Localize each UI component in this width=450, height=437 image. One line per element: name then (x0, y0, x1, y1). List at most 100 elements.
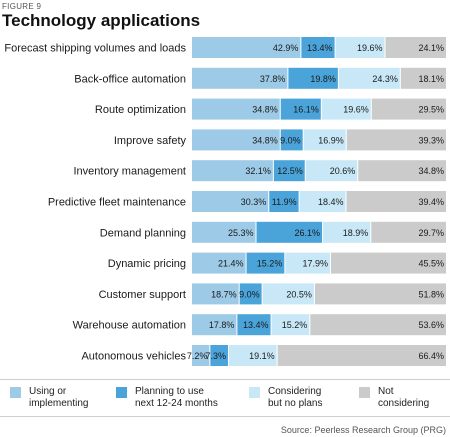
category-label: Dynamic pricing (108, 258, 186, 270)
legend-swatch-using (10, 387, 21, 398)
bar-segment (285, 252, 330, 274)
bar-segment (277, 345, 446, 366)
category-label: Warehouse automation (73, 320, 186, 332)
bar-segment (269, 191, 299, 212)
data-label: 45.5% (418, 259, 444, 269)
category-label: Predictive fleet maintenance (48, 197, 186, 209)
data-label: 7.2% (187, 351, 208, 361)
data-label: 13.4% (307, 43, 333, 53)
bar-segment (314, 283, 446, 305)
bar-segment (330, 252, 446, 274)
data-label: 39.3% (418, 135, 444, 145)
data-label: 19.6% (343, 105, 369, 115)
category-label: Autonomous vehicles (81, 351, 186, 363)
data-label: 24.3% (372, 74, 398, 84)
bar-segment (400, 67, 446, 89)
bar-segment (192, 252, 246, 274)
data-label: 21.4% (218, 259, 244, 269)
data-label: 51.8% (418, 289, 444, 299)
figure-label: FIGURE 9 (2, 2, 42, 11)
category-label: Route optimization (95, 104, 186, 116)
bar-segment (321, 98, 371, 120)
data-label: 53.6% (418, 320, 444, 330)
data-label: 30.3% (241, 197, 267, 207)
data-label: 9.0% (280, 135, 301, 145)
category-label: Back-office automation (74, 73, 186, 85)
data-label: 16.1% (293, 105, 319, 115)
category-label: Demand planning (100, 227, 186, 239)
bar-segment (335, 37, 385, 58)
bar-segment (192, 129, 280, 151)
bar-segment (192, 283, 239, 305)
data-label: 29.7% (418, 228, 444, 238)
bar-segment (192, 221, 256, 243)
bar-segment (305, 160, 358, 182)
bar-segment (338, 67, 400, 89)
bar-segment (301, 37, 335, 58)
data-label: 26.1% (295, 228, 321, 238)
data-label: 37.8% (260, 74, 286, 84)
bar-segment (239, 283, 262, 305)
data-label: 25.3% (228, 228, 254, 238)
category-label: Forecast shipping volumes and loads (4, 43, 186, 55)
bar-segment (273, 160, 305, 182)
legend-swatch-considering (249, 387, 260, 398)
bar-segment (288, 67, 338, 89)
data-label: 15.2% (282, 320, 308, 330)
legend-item-not-considering: Not considering (359, 386, 429, 410)
data-label: 42.9% (273, 43, 299, 53)
data-label: 20.6% (330, 166, 356, 176)
bar-segment (192, 37, 301, 58)
legend-label-considering: Considering but no plans (268, 386, 323, 409)
data-label: 32.1% (245, 166, 271, 176)
bar-segment (192, 98, 280, 120)
bar-segment (210, 345, 228, 366)
legend-swatch-planning (116, 387, 127, 398)
bar-segment (192, 160, 273, 182)
data-label: 9.0% (239, 289, 260, 299)
data-label: 34.8% (418, 166, 444, 176)
bar-segment (228, 345, 277, 366)
bar-segment (303, 129, 346, 151)
chart-title: Technology applications (2, 11, 201, 30)
bar-segment (346, 129, 446, 151)
bar-segment (280, 98, 321, 120)
data-label: 18.9% (343, 228, 369, 238)
bar-segment (192, 345, 210, 366)
legend-label-not-considering: Not considering (378, 386, 430, 409)
data-label: 19.1% (249, 351, 275, 361)
data-label: 15.2% (257, 259, 283, 269)
category-label: Inventory management (73, 166, 186, 178)
bar-segment (192, 314, 237, 336)
legend-item-using: Using or implementing (10, 386, 88, 410)
legend-item-planning: Planning to use next 12-24 months (116, 386, 218, 410)
category-label: Improve safety (114, 135, 187, 147)
bar-segment (385, 37, 446, 58)
data-label: 18.1% (418, 74, 444, 84)
data-label: 39.4% (418, 197, 444, 207)
bar-segment (299, 191, 346, 212)
bar-segment (358, 160, 446, 182)
bar-segment (192, 67, 288, 89)
bar-segment (280, 129, 303, 151)
bar-segment (256, 221, 323, 243)
bar-segment (246, 252, 285, 274)
bar-segment (323, 221, 371, 243)
data-label: 16.9% (318, 135, 344, 145)
data-label: 11.9% (272, 197, 297, 207)
bar-segment (371, 221, 446, 243)
legend-item-considering: Considering but no plans (249, 386, 323, 410)
legend-label-planning: Planning to use next 12-24 months (135, 386, 218, 409)
data-label: 34.8% (252, 105, 278, 115)
data-label: 18.4% (318, 197, 344, 207)
source-note: Source: Peerless Research Group (PRG) (280, 425, 446, 435)
bar-segment (262, 283, 314, 305)
data-label: 34.8% (252, 135, 278, 145)
stacked-bar-chart: Forecast shipping volumes and loads 42.9%… (4, 37, 446, 366)
data-label: 29.5% (418, 105, 444, 115)
legend: Using or implementing Planning to use ne… (0, 379, 450, 417)
data-label: 19.8% (310, 74, 336, 84)
data-label: 19.6% (357, 43, 383, 53)
data-label: 66.4% (418, 351, 444, 361)
bar-segment (310, 314, 446, 336)
